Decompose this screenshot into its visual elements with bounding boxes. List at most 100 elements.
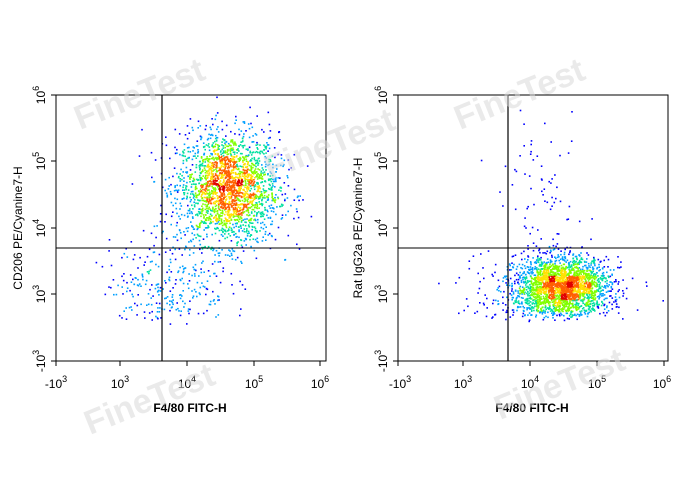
event-dot bbox=[523, 271, 525, 273]
event-dot bbox=[590, 300, 593, 302]
event-dot bbox=[150, 297, 152, 299]
event-dot bbox=[195, 183, 197, 185]
event-dot bbox=[255, 207, 258, 209]
event-dot bbox=[596, 300, 598, 302]
event-dot bbox=[275, 194, 277, 196]
event-dot bbox=[197, 150, 200, 153]
event-dot bbox=[554, 276, 556, 279]
event-dot bbox=[574, 277, 576, 280]
event-dot bbox=[596, 279, 599, 282]
event-dot bbox=[145, 279, 148, 282]
event-dot bbox=[164, 280, 166, 282]
event-dot bbox=[234, 195, 237, 197]
event-dot bbox=[552, 276, 555, 279]
event-dot bbox=[200, 215, 202, 218]
event-dot bbox=[592, 292, 595, 295]
event-dot bbox=[554, 284, 557, 286]
event-dot bbox=[553, 297, 555, 299]
event-dot bbox=[201, 210, 203, 213]
event-dot bbox=[230, 214, 233, 217]
event-dot bbox=[233, 226, 235, 229]
event-dot bbox=[247, 182, 249, 185]
event-dot bbox=[220, 199, 222, 201]
event-dot bbox=[563, 287, 566, 290]
event-dot bbox=[252, 141, 255, 143]
event-dot bbox=[182, 154, 184, 157]
event-dot bbox=[234, 222, 237, 225]
event-dot bbox=[253, 215, 255, 217]
event-dot bbox=[209, 217, 212, 220]
event-dot bbox=[574, 313, 576, 316]
event-dot bbox=[199, 125, 202, 127]
event-dot bbox=[239, 280, 241, 283]
event-dot bbox=[224, 229, 227, 232]
event-dot bbox=[552, 280, 554, 282]
event-dot bbox=[263, 218, 266, 220]
event-dot bbox=[149, 261, 152, 263]
event-dot bbox=[537, 306, 540, 308]
event-dot bbox=[205, 287, 208, 290]
event-dot bbox=[194, 188, 197, 191]
event-dot bbox=[220, 166, 222, 169]
event-dot bbox=[544, 310, 547, 312]
event-dot bbox=[570, 289, 573, 291]
panel-isotype: -103 103 104 105 106 106 105 104 103 -10… bbox=[351, 86, 671, 415]
event-dot bbox=[210, 164, 213, 167]
event-dot bbox=[201, 197, 204, 199]
event-dot bbox=[239, 213, 241, 216]
event-dot bbox=[553, 265, 555, 268]
event-dot bbox=[211, 170, 214, 173]
event-dot bbox=[164, 221, 166, 223]
event-dot bbox=[585, 288, 587, 290]
event-dot bbox=[223, 220, 225, 222]
event-dot bbox=[222, 191, 225, 193]
event-dot bbox=[538, 300, 541, 303]
event-dot bbox=[252, 226, 254, 228]
event-dot bbox=[253, 177, 256, 179]
event-dot bbox=[189, 181, 191, 183]
event-dot bbox=[554, 283, 557, 285]
event-dot bbox=[270, 172, 273, 175]
event-dot bbox=[239, 195, 241, 197]
event-dot bbox=[220, 229, 223, 231]
event-dot bbox=[569, 271, 571, 273]
event-dot bbox=[261, 198, 263, 201]
event-dot bbox=[260, 215, 262, 218]
event-dot bbox=[573, 273, 576, 276]
event-dot bbox=[237, 215, 240, 217]
event-dot bbox=[203, 200, 206, 202]
event-dot bbox=[513, 263, 515, 266]
event-dot bbox=[247, 187, 250, 189]
event-dot bbox=[562, 288, 565, 290]
event-dot bbox=[570, 316, 572, 319]
event-dot bbox=[190, 190, 193, 193]
event-dot bbox=[614, 299, 617, 302]
event-dot bbox=[585, 282, 588, 285]
event-dot bbox=[569, 293, 572, 295]
event-dot bbox=[146, 271, 149, 273]
event-dot bbox=[260, 202, 263, 205]
event-dot bbox=[131, 293, 133, 296]
event-dot bbox=[224, 163, 227, 166]
event-dot bbox=[588, 274, 591, 277]
event-dot bbox=[279, 139, 281, 141]
event-dot bbox=[547, 282, 550, 285]
event-dot bbox=[182, 271, 184, 274]
event-dot bbox=[248, 179, 250, 181]
event-dot bbox=[215, 161, 217, 163]
event-dot bbox=[261, 181, 264, 183]
event-dot bbox=[149, 288, 151, 291]
event-dot bbox=[574, 276, 576, 279]
event-dot bbox=[545, 286, 547, 289]
event-dot bbox=[202, 199, 205, 202]
event-dot bbox=[245, 182, 247, 185]
event-dot bbox=[183, 197, 185, 200]
event-dot bbox=[207, 217, 209, 219]
event-dot bbox=[244, 194, 247, 196]
event-dot bbox=[221, 206, 223, 209]
event-dot bbox=[204, 161, 206, 163]
event-dot bbox=[206, 235, 208, 238]
event-dot bbox=[233, 190, 236, 192]
event-dot bbox=[530, 314, 533, 316]
event-dot bbox=[615, 303, 618, 305]
